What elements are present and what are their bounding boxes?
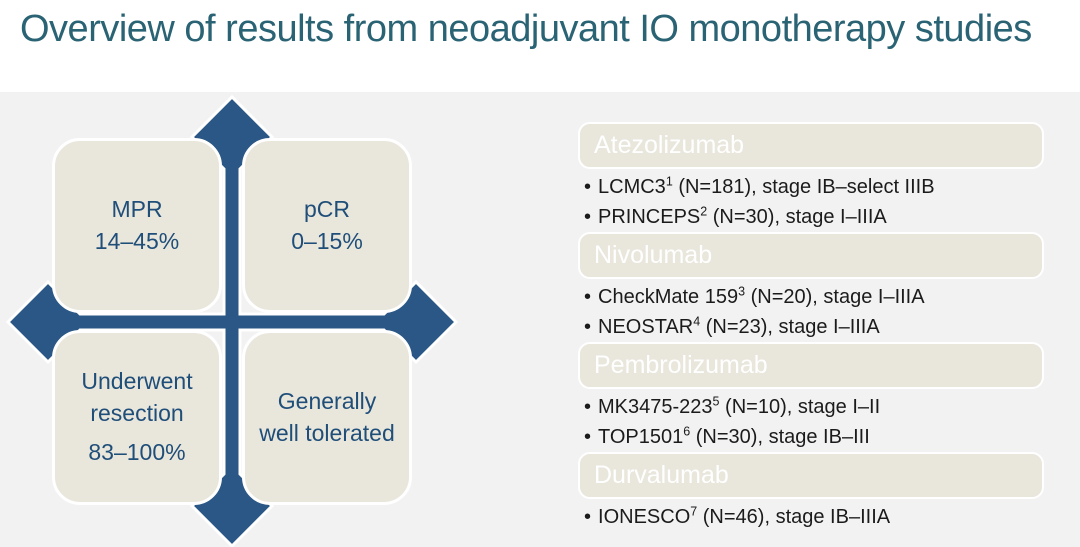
trial-list: • CheckMate 1593 (N=20), stage I–IIIA • NE… [578, 282, 1044, 342]
slide-title: Overview of results from neoadjuvant IO … [20, 8, 1032, 50]
trial-name: NEOSTAR [598, 316, 694, 338]
drug-name: Pembrolizumab [594, 351, 768, 379]
drug-header: Durvalumab [578, 452, 1044, 499]
trial-item: • NEOSTAR4 (N=23), stage I–IIIA [584, 312, 1044, 342]
trial-name: CheckMate 159 [598, 286, 739, 308]
trial-detail: (N=10), stage I–II [719, 396, 881, 418]
quadrant-line: Underwent [81, 368, 193, 395]
trial-detail: (N=181), stage IB–select IIIB [672, 176, 935, 198]
quadrant-box-tolerated: Generally well tolerated [242, 330, 412, 505]
bullet-icon: • [584, 426, 592, 448]
trial-item: • MK3475-2235 (N=10), stage I–II [584, 392, 1044, 422]
drug-header: Nivolumab [578, 232, 1044, 279]
trial-detail: (N=46), stage IB–IIIA [697, 506, 891, 528]
bullet-icon: • [584, 316, 592, 338]
content-area: MPR 14–45% pCR 0–15% Underwent resection… [0, 92, 1080, 547]
trial-name: TOP1501 [598, 426, 684, 448]
cross-arrows-shape [5, 94, 459, 547]
trial-superscript: 2 [700, 204, 708, 219]
quadrant-line: 14–45% [94, 227, 180, 254]
trial-list: • LCMC31 (N=181), stage IB–select IIIB • P… [578, 172, 1044, 232]
drug-group-atezolizumab: Atezolizumab • LCMC31 (N=181), stage IB–s… [578, 122, 1044, 232]
quadrant-box-resection: Underwent resection 83–100% [52, 330, 222, 505]
trial-item: • LCMC31 (N=181), stage IB–select IIIB [584, 172, 1044, 202]
quadrant-line: well tolerated [259, 419, 395, 446]
trial-superscript: 5 [712, 394, 720, 409]
trial-superscript: 6 [683, 424, 691, 439]
drug-group-pembrolizumab: Pembrolizumab • MK3475-2235 (N=10), stage… [578, 342, 1044, 452]
quadrant-box-mpr: MPR 14–45% [52, 138, 222, 313]
studies-panel: Atezolizumab • LCMC31 (N=181), stage IB–s… [578, 122, 1044, 532]
trial-name: PRINCEPS [598, 206, 701, 228]
drug-name: Nivolumab [594, 241, 713, 269]
drug-group-nivolumab: Nivolumab • CheckMate 1593 (N=20), stage … [578, 232, 1044, 342]
trial-item: • TOP15016 (N=30), stage IB–III [584, 422, 1044, 452]
title-bar: Overview of results from neoadjuvant IO … [0, 0, 1080, 92]
trial-superscript: 1 [665, 174, 673, 189]
trial-list: • IONESCO7 (N=46), stage IB–IIIA [578, 502, 1044, 532]
quadrant-line: resection [90, 400, 184, 427]
drug-header: Pembrolizumab [578, 342, 1044, 389]
trial-superscript: 4 [693, 314, 701, 329]
bullet-icon: • [584, 176, 592, 198]
drug-header: Atezolizumab [578, 122, 1044, 169]
bullet-icon: • [584, 396, 592, 418]
drug-name: Atezolizumab [594, 131, 745, 159]
bullet-icon: • [584, 506, 592, 528]
trial-item: • PRINCEPS2 (N=30), stage I–IIIA [584, 202, 1044, 232]
drug-group-durvalumab: Durvalumab • IONESCO7 (N=46), stage IB–II… [578, 452, 1044, 532]
trial-detail: (N=23), stage I–IIIA [700, 316, 880, 338]
outcomes-diagram: MPR 14–45% pCR 0–15% Underwent resection… [0, 92, 470, 547]
bullet-icon: • [584, 206, 592, 228]
quadrant-line: 0–15% [291, 227, 363, 254]
trial-superscript: 3 [738, 284, 746, 299]
trial-detail: (N=30), stage I–IIIA [707, 206, 887, 228]
trial-item: • IONESCO7 (N=46), stage IB–IIIA [584, 502, 1044, 532]
trial-detail: (N=30), stage IB–III [690, 426, 870, 448]
trial-item: • CheckMate 1593 (N=20), stage I–IIIA [584, 282, 1044, 312]
cross-arrows-path [5, 94, 459, 547]
quadrant-box-pcr: pCR 0–15% [242, 138, 412, 313]
quadrant-line: 83–100% [88, 438, 186, 465]
quadrant-line: pCR [303, 195, 350, 222]
quadrant-line: Generally [277, 387, 377, 414]
bullet-icon: • [584, 286, 592, 308]
trial-list: • MK3475-2235 (N=10), stage I–II • TOP1501… [578, 392, 1044, 452]
drug-name: Durvalumab [594, 461, 729, 489]
trial-superscript: 7 [690, 504, 698, 519]
trial-name: IONESCO [598, 506, 691, 528]
trial-detail: (N=20), stage I–IIIA [745, 286, 925, 308]
trial-name: LCMC3 [598, 176, 666, 198]
quadrant-line: MPR [111, 195, 163, 222]
trial-name: MK3475-223 [598, 396, 713, 418]
